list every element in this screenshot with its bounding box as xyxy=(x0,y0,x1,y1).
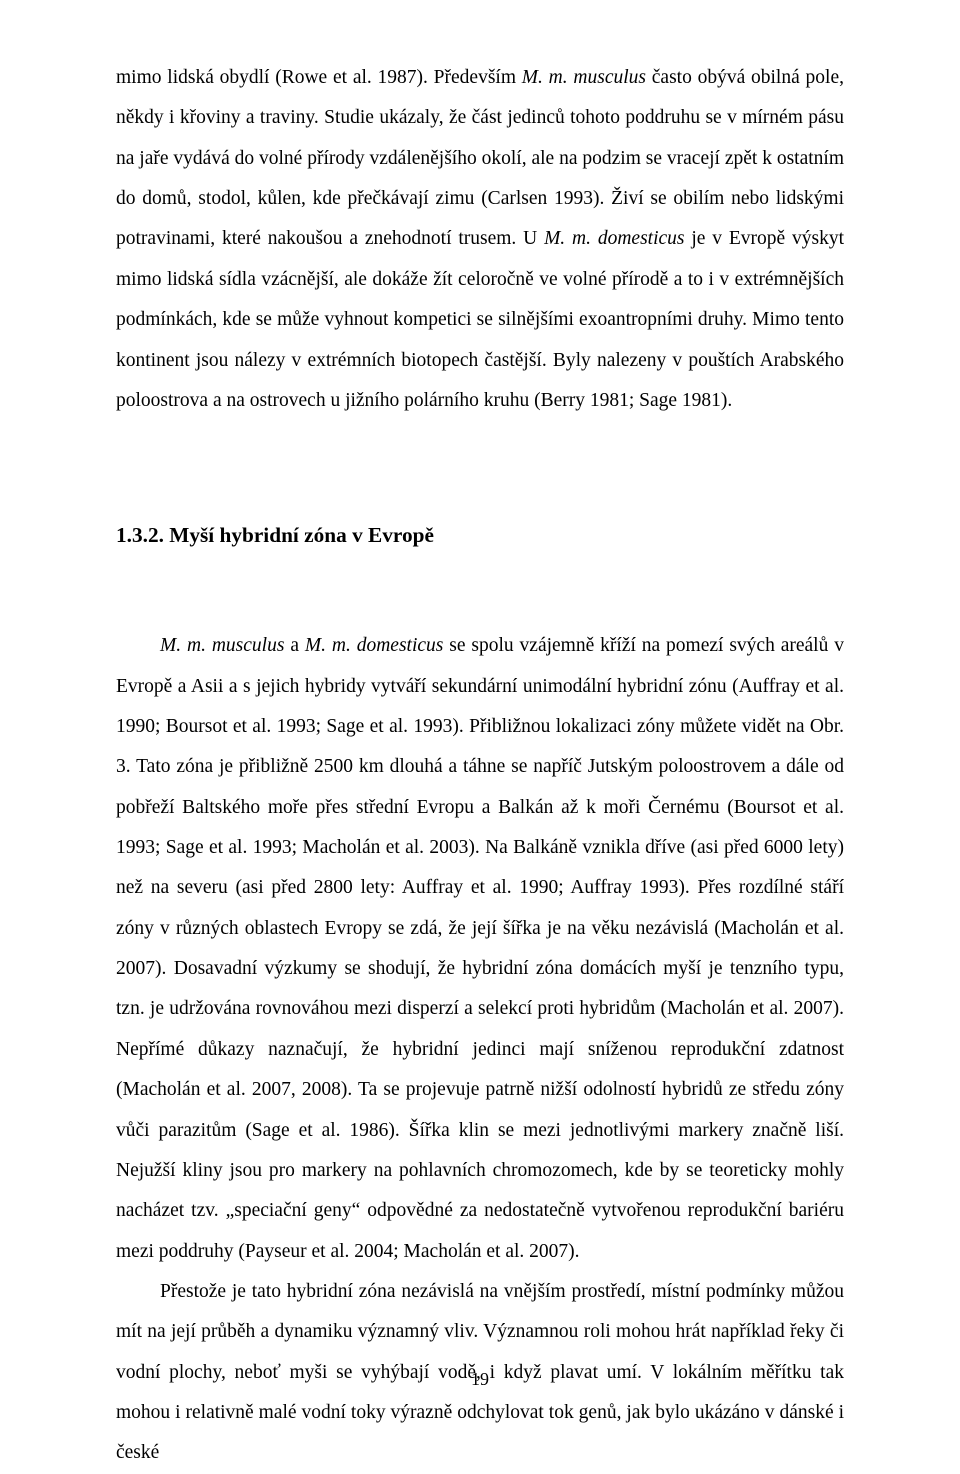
para-1-run-2: často obývá obilná pole, někdy i křoviny… xyxy=(116,67,844,249)
para-2-run-2: se spolu vzájemně kříží na pomezí svých … xyxy=(116,635,844,1261)
para-1-run-3: je v Evropě výskyt mimo lidská sídla vzá… xyxy=(116,228,844,410)
para-2-italic-2: M. m. domesticus xyxy=(305,635,444,656)
para-2: M. m. musculus a M. m. domesticus se spo… xyxy=(116,626,844,1272)
page: mimo lidská obydlí (Rowe et al. 1987). P… xyxy=(0,0,960,1456)
para-2-italic-1: M. m. musculus xyxy=(160,635,284,656)
para-1-italic-2: M. m. domesticus xyxy=(544,228,684,249)
page-number: 19 xyxy=(0,1369,960,1390)
para-2-run-1: a xyxy=(284,635,304,656)
para-1-run-1: mimo lidská obydlí (Rowe et al. 1987). P… xyxy=(116,67,522,88)
section-heading: 1.3.2. Myší hybridní zóna v Evropě xyxy=(116,421,844,626)
para-1-italic-1: M. m. musculus xyxy=(522,67,646,88)
para-1: mimo lidská obydlí (Rowe et al. 1987). P… xyxy=(116,58,844,421)
